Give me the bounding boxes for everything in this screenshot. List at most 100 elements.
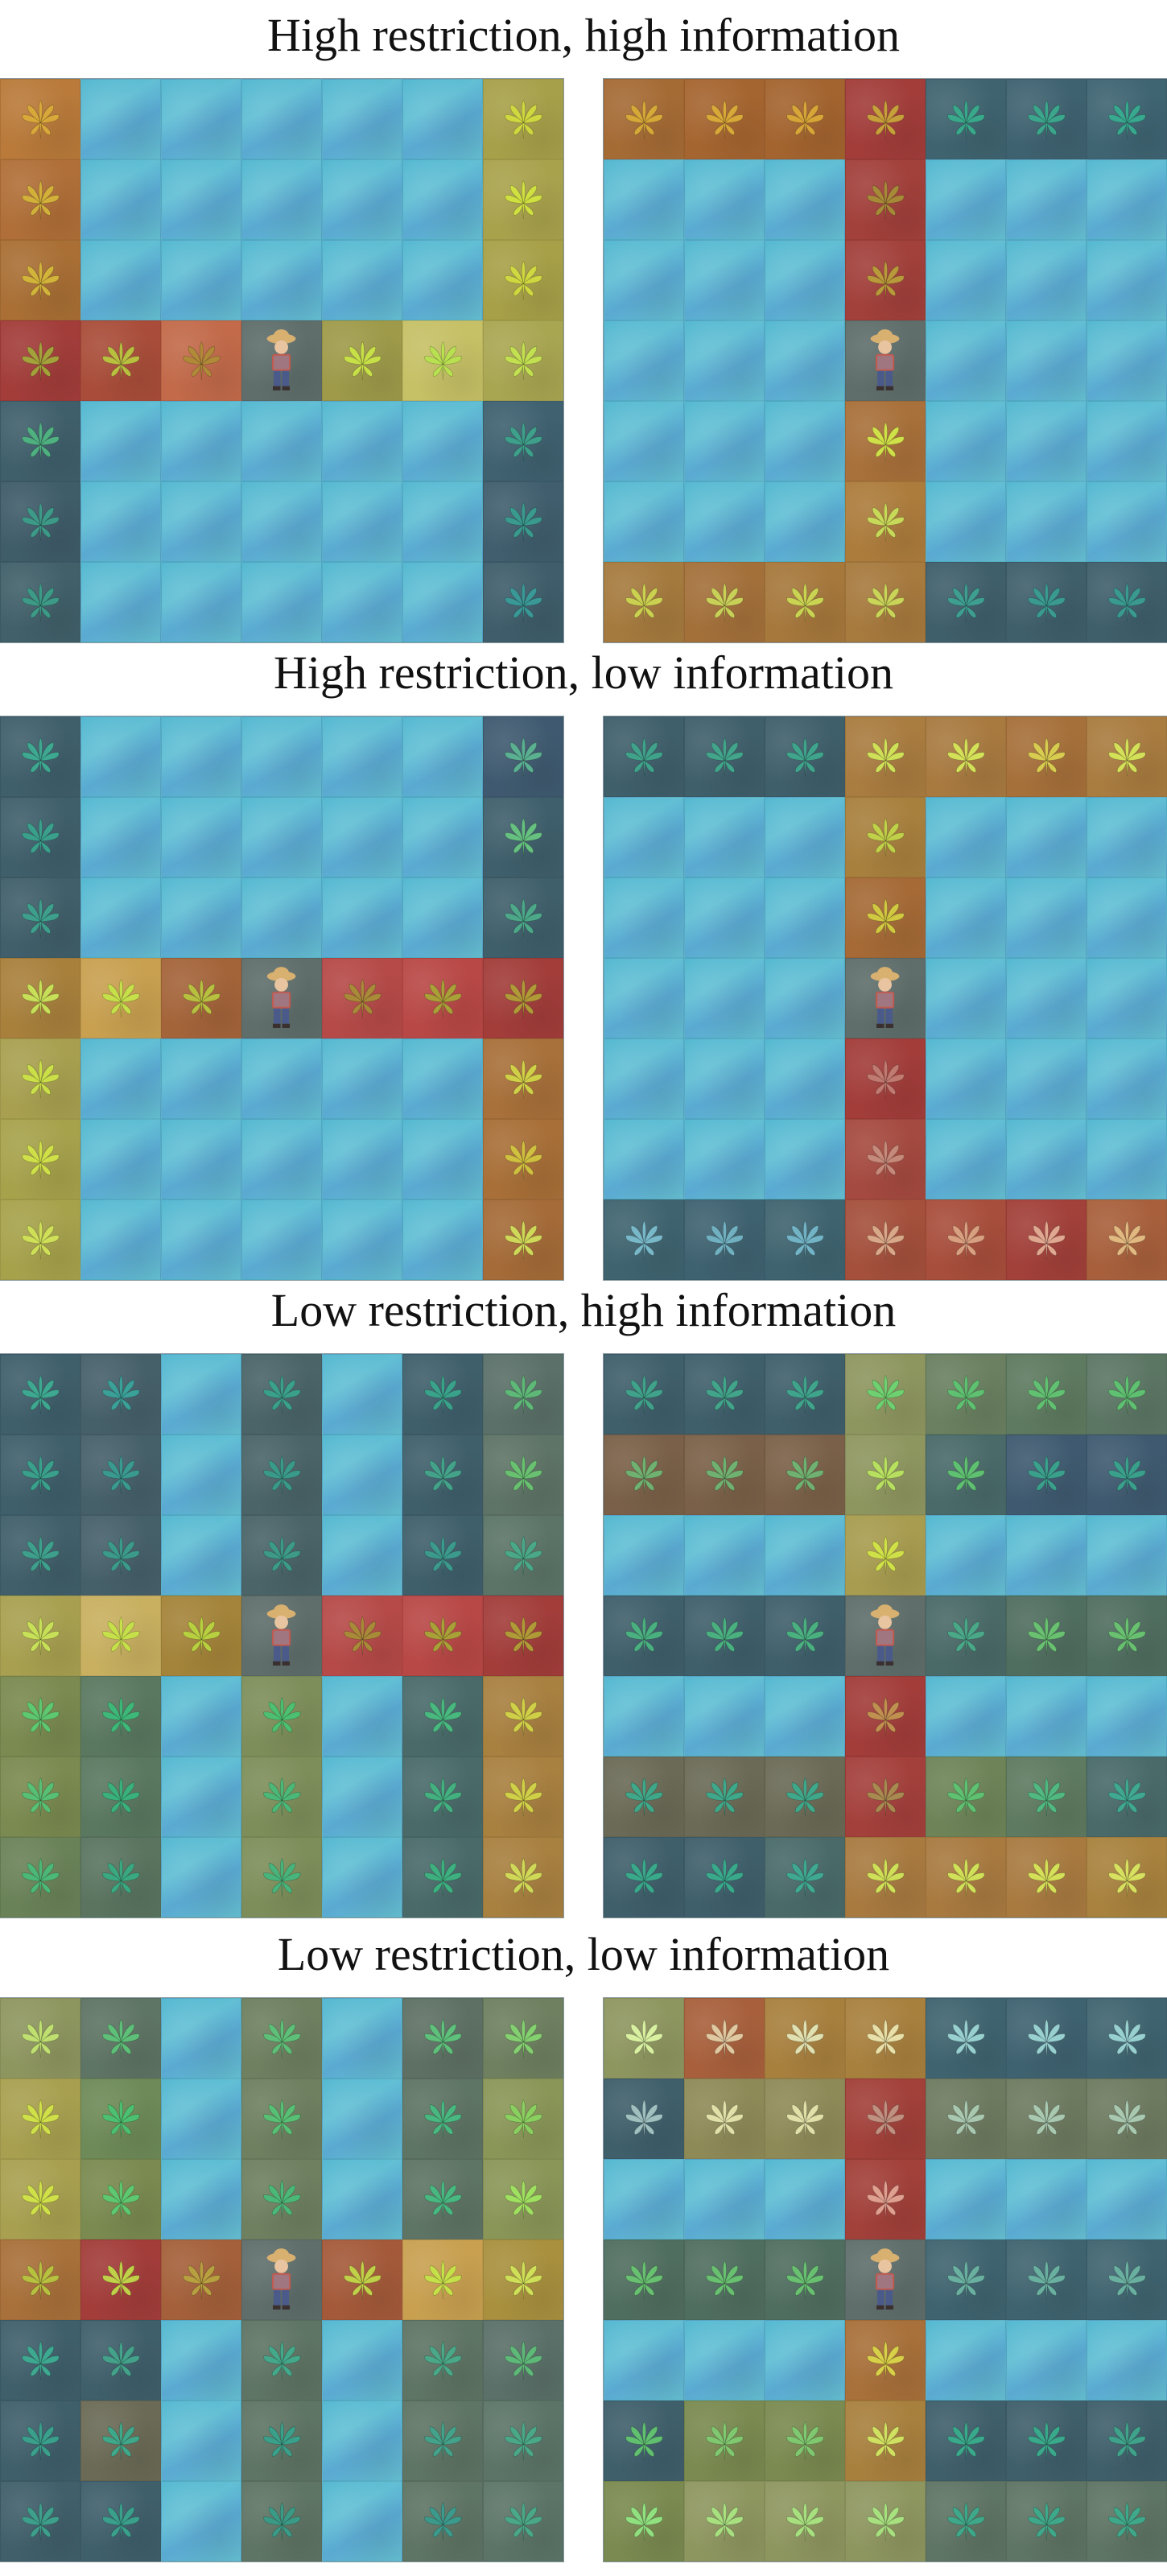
water-tile xyxy=(604,1515,684,1596)
plant-tile xyxy=(0,240,80,320)
condition-section: High restriction, high information xyxy=(0,0,1167,644)
water-tile xyxy=(322,1354,402,1435)
water-tile xyxy=(684,240,765,320)
water-tile xyxy=(322,562,402,642)
plant-icon xyxy=(946,582,985,621)
plant-tile xyxy=(684,716,765,797)
agent-tile xyxy=(845,320,926,401)
plant-tile xyxy=(1006,716,1087,797)
plant-icon xyxy=(946,1455,985,1494)
plant-icon xyxy=(705,1616,744,1655)
plant-tile xyxy=(845,1676,926,1757)
plant-tile xyxy=(402,320,483,401)
plant-tile xyxy=(926,79,1006,159)
plant-tile xyxy=(483,240,563,320)
plant-icon xyxy=(21,978,60,1018)
plant-icon xyxy=(1107,2018,1146,2058)
water-tile xyxy=(765,1038,845,1119)
plant-icon xyxy=(705,2018,744,2058)
water-tile xyxy=(1087,1676,1167,1757)
plant-icon xyxy=(504,2018,542,2058)
plant-tile xyxy=(483,2240,563,2320)
plant-tile xyxy=(80,958,161,1038)
water-tile xyxy=(322,2481,402,2562)
plant-tile xyxy=(80,1676,161,1757)
plant-icon xyxy=(101,1857,140,1897)
plant-tile xyxy=(322,1596,402,1676)
plant-icon xyxy=(504,978,542,1018)
plant-icon xyxy=(786,2018,824,2058)
water-tile xyxy=(604,401,684,481)
board-right xyxy=(603,1997,1167,2562)
plant-tile xyxy=(483,2079,563,2159)
water-tile xyxy=(402,716,483,797)
plant-tile xyxy=(483,2320,563,2401)
plant-icon xyxy=(21,180,60,219)
plant-tile xyxy=(1006,2079,1087,2159)
plant-icon xyxy=(946,1857,985,1897)
plant-tile xyxy=(684,2481,765,2562)
plant-tile xyxy=(684,2079,765,2159)
plant-tile xyxy=(483,2401,563,2481)
plant-icon xyxy=(866,2179,905,2219)
plant-icon xyxy=(101,2340,140,2380)
water-tile xyxy=(80,159,161,240)
plant-icon xyxy=(423,2179,462,2219)
plant-tile xyxy=(845,401,926,481)
water-tile xyxy=(1006,2320,1087,2401)
water-tile xyxy=(80,562,161,642)
water-tile xyxy=(684,958,765,1038)
water-tile xyxy=(684,1038,765,1119)
plant-icon xyxy=(21,341,60,380)
water-tile xyxy=(765,1676,845,1757)
water-tile xyxy=(1087,877,1167,958)
plant-tile xyxy=(1006,2240,1087,2320)
condition-title: Low restriction, low information xyxy=(277,1928,890,1980)
plant-icon xyxy=(343,2260,381,2299)
plant-icon xyxy=(625,2421,663,2460)
plant-icon xyxy=(182,341,221,380)
plant-tile xyxy=(926,1757,1006,1837)
water-tile xyxy=(604,1038,684,1119)
stone-plant-tile xyxy=(241,1354,322,1435)
water-tile xyxy=(161,1119,241,1199)
water-tile xyxy=(765,1119,845,1199)
plant-icon xyxy=(1107,1455,1146,1494)
plant-icon xyxy=(1027,1374,1066,1414)
plant-icon xyxy=(504,2260,542,2299)
plant-tile xyxy=(845,2159,926,2240)
water-tile xyxy=(241,481,322,562)
water-tile xyxy=(241,1038,322,1119)
water-tile xyxy=(322,877,402,958)
plant-icon xyxy=(504,898,542,937)
plant-tile xyxy=(0,716,80,797)
water-tile xyxy=(241,1199,322,1280)
water-tile xyxy=(1006,2159,1087,2240)
plant-tile xyxy=(604,1837,684,1918)
plant-tile xyxy=(0,1837,80,1918)
plant-icon xyxy=(21,582,60,621)
plant-icon xyxy=(705,737,744,776)
plant-icon xyxy=(262,1777,301,1816)
water-tile xyxy=(684,320,765,401)
plant-tile xyxy=(765,79,845,159)
water-tile xyxy=(161,481,241,562)
water-tile xyxy=(161,2401,241,2481)
plant-icon xyxy=(21,817,60,857)
plant-icon xyxy=(625,1455,663,1494)
plant-icon xyxy=(705,1220,744,1259)
plant-icon xyxy=(866,1059,905,1098)
plant-icon xyxy=(423,2501,462,2541)
plant-tile xyxy=(1006,1757,1087,1837)
plant-icon xyxy=(786,2421,824,2460)
water-tile xyxy=(604,159,684,240)
plant-tile xyxy=(161,958,241,1038)
water-tile xyxy=(684,2159,765,2240)
plant-icon xyxy=(21,99,60,138)
plant-icon xyxy=(262,2340,301,2380)
water-tile xyxy=(161,1038,241,1119)
plant-tile xyxy=(845,481,926,562)
plant-tile xyxy=(926,2079,1006,2159)
plant-tile xyxy=(402,1998,483,2079)
plant-tile xyxy=(402,2079,483,2159)
